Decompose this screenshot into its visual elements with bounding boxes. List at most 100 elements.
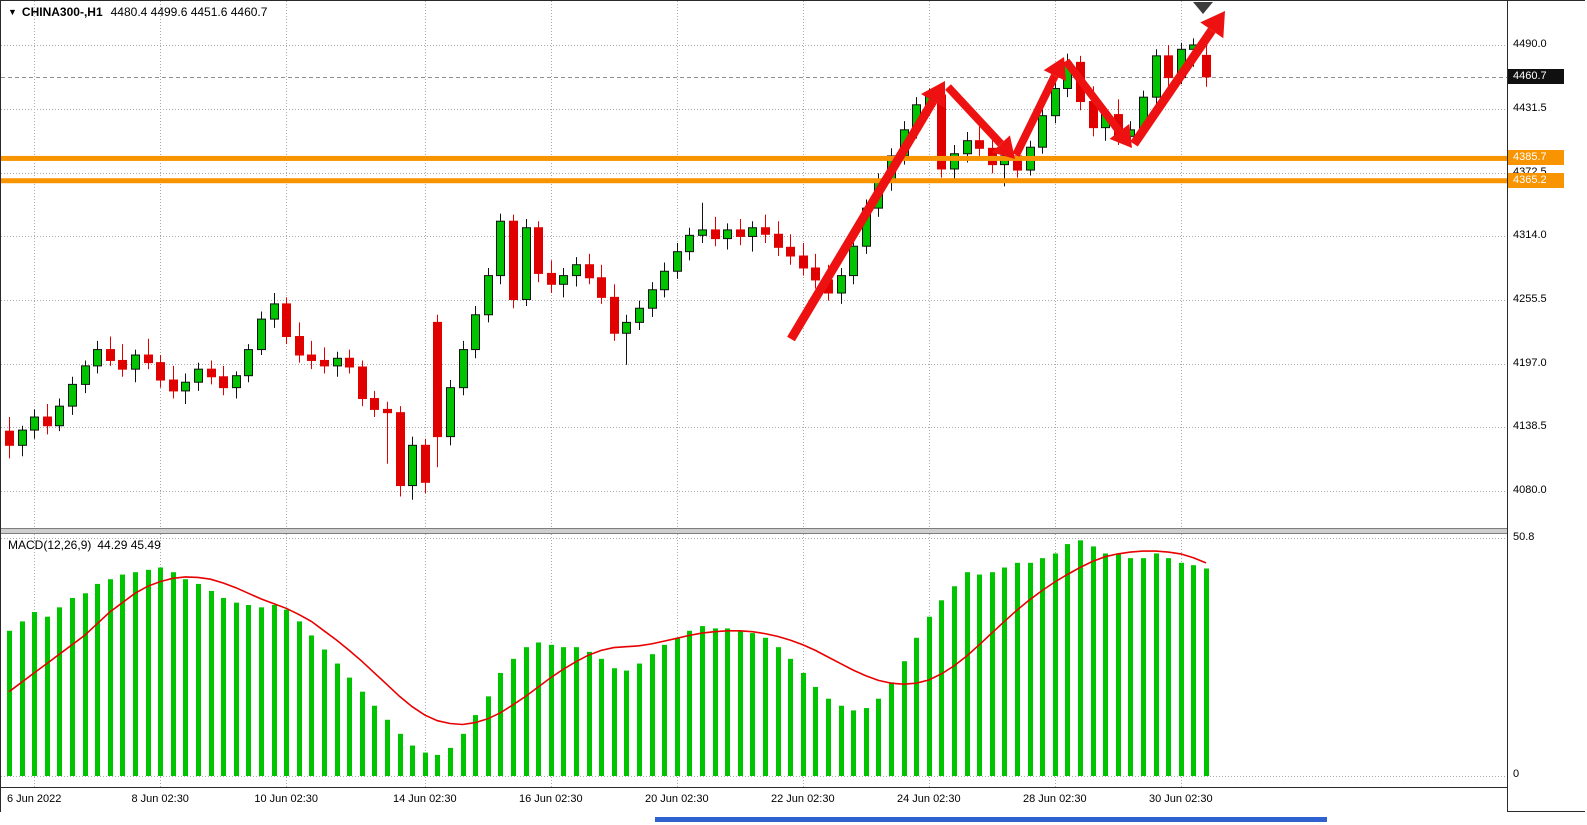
macd-bar	[108, 579, 113, 776]
candle	[181, 373, 190, 404]
macd-bar	[839, 705, 844, 776]
trend-arrow[interactable]	[1062, 58, 1132, 148]
candle	[736, 219, 745, 246]
macd-bar	[939, 600, 944, 776]
macd-bar	[398, 733, 403, 776]
price-axis[interactable]: 4490.04431.54372.54314.04255.54197.04138…	[1507, 1, 1585, 811]
macd-bar	[599, 658, 604, 776]
candles[interactable]	[5, 34, 1211, 500]
macd-bar	[486, 696, 491, 776]
macd-bar	[650, 654, 655, 776]
candle	[496, 213, 505, 285]
pane-splitter[interactable]	[1, 528, 1584, 534]
macd-bar	[612, 668, 617, 776]
macd-bar	[776, 647, 781, 776]
price-axis-label: 4138.5	[1513, 420, 1547, 433]
trend-arrow[interactable]	[945, 84, 1015, 159]
macd-bar	[675, 637, 680, 776]
macd-bar	[1015, 562, 1020, 776]
macd-bar	[977, 574, 982, 776]
trend-arrow[interactable]	[787, 81, 945, 342]
candle	[585, 253, 594, 285]
time-axis-label: 16 Jun 02:30	[518, 793, 583, 805]
candle	[156, 355, 165, 388]
candle	[1164, 44, 1173, 87]
macd-bar	[687, 630, 692, 776]
macd-bar	[1191, 565, 1196, 776]
macd-bar	[133, 572, 138, 776]
candle	[484, 267, 493, 323]
macd-bar	[385, 719, 390, 776]
candle	[471, 306, 480, 359]
time-axis-label: 30 Jun 02:30	[1148, 793, 1213, 805]
macd-axis-label: 0	[1513, 768, 1520, 780]
macd-bar	[209, 590, 214, 776]
macd-bar	[347, 677, 352, 776]
time-axis-label: 22 Jun 02:30	[770, 793, 835, 805]
symbol-dropdown-icon[interactable]: ▼	[8, 7, 17, 17]
candle	[849, 238, 858, 285]
candle	[295, 322, 304, 363]
candle	[635, 300, 644, 330]
macd-bar	[1116, 553, 1121, 776]
candle	[1152, 49, 1161, 104]
macd-bar	[57, 607, 62, 776]
candle	[610, 284, 619, 341]
candle	[396, 406, 405, 497]
candle	[169, 365, 178, 399]
chart-shift-marker[interactable]	[1193, 2, 1213, 14]
candle	[244, 344, 253, 383]
main-price-pane[interactable]	[1, 1, 1507, 528]
macd-bar	[574, 647, 579, 776]
macd-bar	[876, 698, 881, 776]
candle	[1038, 108, 1047, 154]
candle	[131, 349, 140, 383]
macd-bar	[624, 670, 629, 776]
candle	[673, 242, 682, 279]
trend-arrow[interactable]	[1012, 57, 1066, 157]
candle	[509, 214, 518, 309]
candle	[219, 365, 228, 396]
macd-bar	[309, 635, 314, 776]
time-axis[interactable]: 6 Jun 2022 8 Jun 02:30 10 Jun 02:30 14 Jun …	[1, 787, 1507, 812]
horizontal-line[interactable]	[1, 178, 1507, 184]
candle	[270, 293, 279, 328]
macd-signal-line	[8, 550, 1207, 726]
macd-bar	[750, 633, 755, 776]
macd-indicator-pane[interactable]	[1, 534, 1507, 787]
candle	[748, 221, 757, 252]
trend-arrow[interactable]	[1130, 11, 1225, 147]
time-axis-label: 20 Jun 02:30	[644, 793, 709, 805]
candle	[622, 314, 631, 365]
macd-bar	[587, 651, 592, 776]
candle	[93, 340, 102, 374]
candle	[534, 221, 543, 283]
macd-bar	[1154, 553, 1159, 776]
macd-bar	[360, 691, 365, 776]
macd-bar	[1128, 558, 1133, 776]
macd-bar	[851, 710, 856, 776]
macd-bar	[738, 630, 743, 776]
candle	[660, 262, 669, 298]
time-axis-label: 24 Jun 02:30	[896, 793, 961, 805]
chart-ohlc-values: 4480.4 4499.6 4451.6 4460.7	[110, 5, 268, 19]
candle	[685, 227, 694, 261]
grid	[1, 1, 1507, 528]
macd-bar	[372, 705, 377, 776]
horizontal-line[interactable]	[1, 155, 1507, 161]
macd-bar	[196, 583, 201, 776]
macd-canvas[interactable]	[1, 534, 1507, 787]
candle	[547, 260, 556, 294]
price-chart-canvas[interactable]	[1, 1, 1507, 528]
macd-bar	[461, 733, 466, 776]
candle	[118, 344, 127, 377]
candle	[774, 221, 783, 257]
macd-bar	[448, 747, 453, 776]
macd-bar	[272, 604, 277, 776]
macd-bar	[1204, 568, 1209, 776]
candle	[30, 409, 39, 439]
candle	[799, 242, 808, 276]
macd-bar	[1166, 558, 1171, 776]
price-axis-label: 4197.0	[1513, 356, 1547, 369]
